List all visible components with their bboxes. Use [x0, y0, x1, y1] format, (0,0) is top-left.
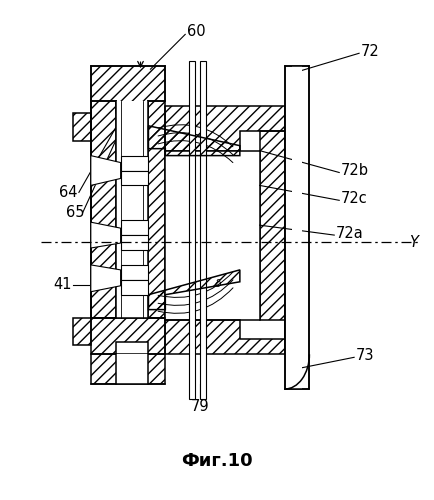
Text: 64: 64	[59, 185, 77, 200]
Bar	[291, 66, 302, 389]
Polygon shape	[120, 265, 148, 280]
Bar	[115, 354, 148, 384]
Bar	[91, 354, 165, 384]
Polygon shape	[120, 280, 148, 294]
Polygon shape	[120, 170, 148, 186]
Polygon shape	[120, 220, 148, 235]
Text: 60: 60	[187, 24, 205, 39]
Bar	[284, 66, 309, 389]
Text: $\delta$: $\delta$	[214, 277, 222, 289]
Text: 73: 73	[355, 348, 374, 363]
Text: 72c: 72c	[340, 191, 367, 206]
Text: 79: 79	[191, 399, 209, 414]
Bar	[115, 101, 148, 318]
Bar	[189, 61, 195, 399]
Text: 72b: 72b	[340, 163, 368, 178]
Polygon shape	[91, 222, 120, 248]
Polygon shape	[91, 265, 120, 291]
Polygon shape	[91, 156, 120, 186]
Bar	[200, 61, 206, 399]
Polygon shape	[120, 156, 148, 170]
Text: 72a: 72a	[335, 226, 363, 240]
Bar	[165, 150, 259, 320]
Text: 72: 72	[360, 44, 379, 59]
Text: Фиг.10: Фиг.10	[181, 452, 252, 469]
Text: 65: 65	[66, 204, 84, 220]
Text: Y: Y	[408, 234, 417, 250]
Polygon shape	[120, 235, 148, 250]
Text: 41: 41	[53, 278, 71, 292]
